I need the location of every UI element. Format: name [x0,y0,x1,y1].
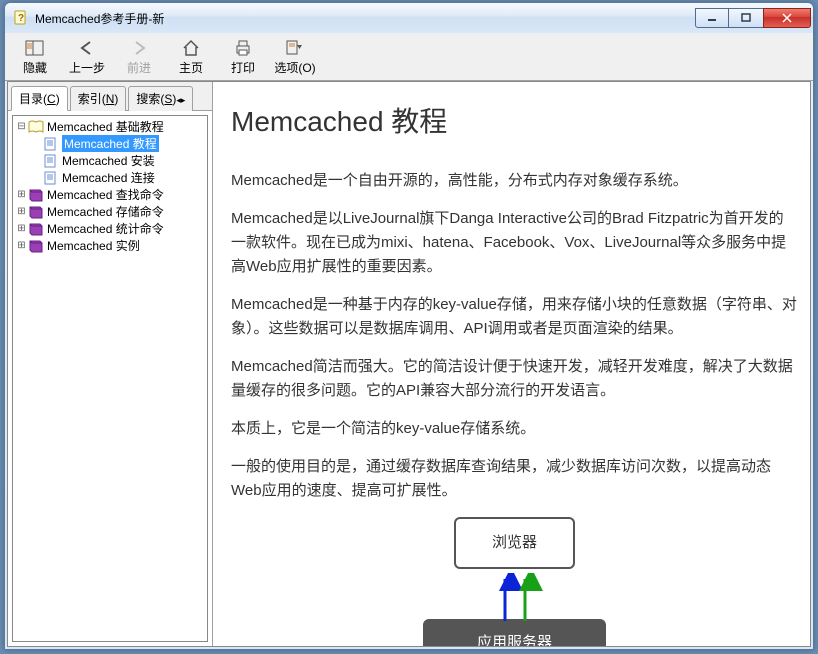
tab-index[interactable]: 索引(N) [70,86,127,111]
back-icon [76,37,98,59]
svg-text:?: ? [18,13,24,24]
hide-button[interactable]: 隐藏 [9,35,61,78]
help-file-icon: ? [13,10,29,26]
paragraph: Memcached简洁而强大。它的简洁设计便于快速开发，减轻开发难度，解决了大数… [231,355,798,403]
tree-node-store[interactable]: ⊞ Memcached 存储命令 [15,203,205,220]
tree-node-find[interactable]: ⊞ Memcached 查找命令 [15,186,205,203]
sidebar-tabs: 目录(C) 索引(N) 搜索(S)◂▸ [8,82,212,111]
back-button[interactable]: 上一步 [61,35,113,78]
tree-leaf-install[interactable]: Memcached 安装 [43,152,205,169]
book-open-icon [28,119,44,135]
main-area: 目录(C) 索引(N) 搜索(S)◂▸ ⊟ Memcached 基础教程 Mem… [7,81,811,647]
book-closed-icon [28,187,44,203]
expand-icon[interactable]: ⊞ [15,206,28,217]
expand-icon[interactable]: ⊞ [15,223,28,234]
chm-window: ? Memcached参考手册-新 隐藏 上 [4,2,814,650]
tree-leaf-connect[interactable]: Memcached 连接 [43,169,205,186]
book-closed-icon [28,221,44,237]
minimize-button[interactable] [695,8,729,28]
tab-search[interactable]: 搜索(S)◂▸ [128,86,193,111]
window-title: Memcached参考手册-新 [35,10,695,27]
print-icon [232,37,254,59]
paragraph: Memcached是以LiveJournal旗下Danga Interactiv… [231,207,798,279]
diagram-arrows-top [231,569,798,619]
paragraph: 一般的使用目的是，通过缓存数据库查询结果，减少数据库访问次数，以提高动态Web应… [231,455,798,503]
close-button[interactable] [763,8,811,28]
content-pane[interactable]: Memcached 教程 Memcached是一个自由开源的，高性能，分布式内存… [213,82,810,646]
architecture-diagram: 浏览器 应用服务器 [231,517,798,646]
collapse-icon[interactable]: ⊟ [15,121,28,132]
expand-icon[interactable]: ⊞ [15,240,28,251]
tab-toc[interactable]: 目录(C) [11,86,68,111]
hide-icon [24,37,46,59]
expand-icon[interactable]: ⊞ [15,189,28,200]
forward-icon [128,37,150,59]
page-title: Memcached 教程 [231,100,798,145]
toolbar: 隐藏 上一步 前进 主页 打印 [5,33,813,81]
book-closed-icon [28,238,44,254]
toc-tree[interactable]: ⊟ Memcached 基础教程 Memcached 教程 Memcached … [12,115,208,642]
home-icon [180,37,202,59]
tree-leaf-tutorial[interactable]: Memcached 教程 [43,135,205,152]
tree-node-stats[interactable]: ⊞ Memcached 统计命令 [15,220,205,237]
nav-sidebar: 目录(C) 索引(N) 搜索(S)◂▸ ⊟ Memcached 基础教程 Mem… [8,82,213,646]
home-button[interactable]: 主页 [165,35,217,78]
paragraph: Memcached是一个自由开源的，高性能，分布式内存对象缓存系统。 [231,169,798,193]
diagram-appserver-box: 应用服务器 [423,619,606,646]
topic-icon [43,153,59,169]
maximize-button[interactable] [729,8,763,28]
window-controls [695,8,811,28]
topic-icon [43,170,59,186]
tree-node-basics[interactable]: ⊟ Memcached 基础教程 [15,118,205,135]
diagram-browser-box: 浏览器 [454,517,575,569]
paragraph: Memcached是一种基于内存的key-value存储，用来存储小块的任意数据… [231,293,798,341]
tree-node-examples[interactable]: ⊞ Memcached 实例 [15,237,205,254]
titlebar: ? Memcached参考手册-新 [5,3,813,33]
topic-icon [43,136,59,152]
paragraph: 本质上，它是一个简洁的key-value存储系统。 [231,417,798,441]
print-button[interactable]: 打印 [217,35,269,78]
options-button[interactable]: 选项(O) [269,35,321,78]
options-icon [284,37,306,59]
forward-button[interactable]: 前进 [113,35,165,78]
book-closed-icon [28,204,44,220]
